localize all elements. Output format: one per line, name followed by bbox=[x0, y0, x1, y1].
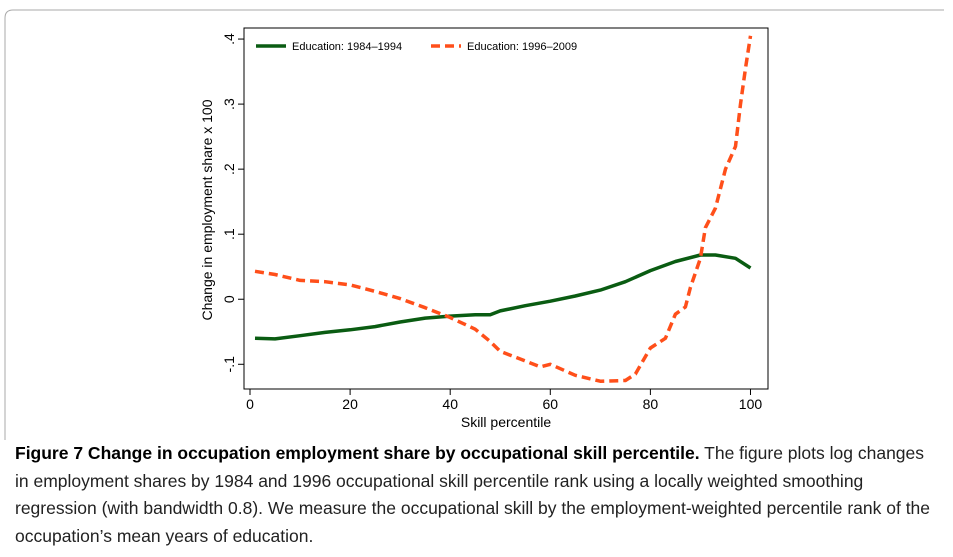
legend-label: Education: 1984–1994 bbox=[292, 41, 402, 53]
y-tick-label: 0 bbox=[221, 295, 237, 303]
x-tick-label: 80 bbox=[643, 396, 659, 412]
x-tick-label: 40 bbox=[442, 396, 458, 412]
caption-label: Figure 7 Change in occupation employment… bbox=[15, 443, 700, 463]
x-axis-title: Skill percentile bbox=[461, 414, 551, 430]
x-tick-label: 100 bbox=[739, 396, 763, 412]
series-line bbox=[254, 35, 753, 383]
caption-text: The figure plots log changes in employme… bbox=[15, 443, 931, 546]
y-tick-label: .1 bbox=[221, 228, 237, 240]
y-tick-label: .2 bbox=[221, 163, 237, 175]
legend-label: Education: 1996–2009 bbox=[467, 41, 577, 53]
y-tick-label: .3 bbox=[221, 98, 237, 110]
y-axis-title: Change in employment share x 100 bbox=[199, 99, 215, 320]
x-tick-label: 20 bbox=[342, 396, 358, 412]
plot-frame bbox=[243, 27, 769, 390]
y-tick-label: .4 bbox=[221, 33, 237, 45]
caption: Figure 7 Change in occupation employment… bbox=[15, 440, 940, 550]
figure: Skill percentile Change in employment sh… bbox=[4, 9, 944, 440]
x-tick-label: 60 bbox=[543, 396, 559, 412]
figure-frame bbox=[4, 9, 944, 440]
x-tick-label: 0 bbox=[246, 396, 254, 412]
series-line bbox=[254, 253, 752, 341]
y-tick-label: -.1 bbox=[221, 356, 237, 373]
